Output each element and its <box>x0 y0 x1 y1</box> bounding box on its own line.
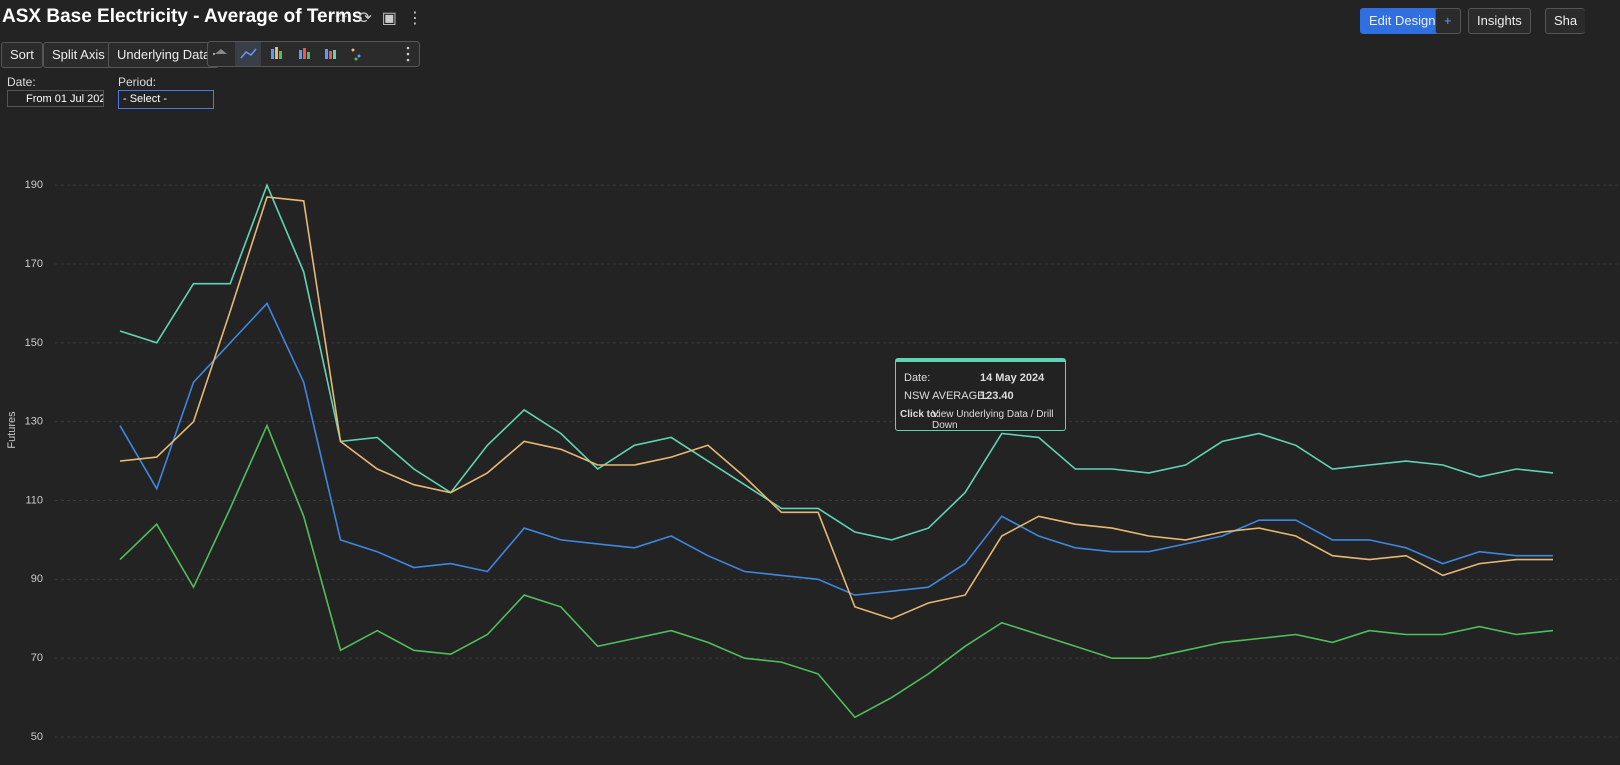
title-icons[interactable]: ☆⟳▣⋮ <box>334 10 433 27</box>
series-line <box>119 196 1553 620</box>
tooltip-value: 123.40 <box>980 390 1014 402</box>
y-tick-label: 190 <box>25 179 43 191</box>
y-tick-label: 50 <box>31 731 43 743</box>
y-tick-label: 70 <box>31 652 43 664</box>
tooltip-date-label: Date: <box>904 372 931 384</box>
share-button[interactable]: Sha <box>1545 8 1586 34</box>
tooltip-click-label: Click to: <box>900 409 940 420</box>
insights-button[interactable]: Insights <box>1468 8 1531 34</box>
sort-button[interactable]: Sort <box>1 42 43 68</box>
split-axis-button[interactable]: Split Axis <box>43 42 114 68</box>
series-line <box>119 301 1553 596</box>
date-label: Date: <box>7 75 36 89</box>
y-tick-label: 110 <box>25 494 43 506</box>
add-button[interactable]: + <box>1435 8 1461 34</box>
date-input[interactable]: From 01 Jul 202 <box>7 90 104 107</box>
tooltip-series-label: NSW AVERAGE: <box>904 390 988 402</box>
period-label: Period: <box>118 75 157 89</box>
series-line <box>119 423 1554 719</box>
chart-type-bar[interactable] <box>207 41 420 67</box>
chart: 50 70 90 110 130 150 170 190 Futures <box>6 179 1620 743</box>
underlying-data-button[interactable]: Underlying Data <box>108 42 220 68</box>
tooltip-date: 14 May 2024 <box>980 372 1045 384</box>
series-line <box>119 183 1554 541</box>
y-tick-label: 170 <box>25 258 43 270</box>
y-tick-label: 90 <box>31 573 43 585</box>
tooltip: Date: 14 May 2024 NSW AVERAGE: 123.40 Cl… <box>895 358 1066 431</box>
y-tick-label: 130 <box>25 416 43 428</box>
page-title: ASX Base Electricity - Average of Terms <box>2 6 363 27</box>
y-axis-label: Futures <box>6 411 18 449</box>
y-tick-label: 150 <box>25 337 43 349</box>
tooltip-click-text: View Underlying Data / Drill Down <box>932 409 1054 431</box>
period-select[interactable]: - Select - <box>118 90 214 109</box>
edit-design-button[interactable]: Edit Design <box>1360 8 1445 34</box>
